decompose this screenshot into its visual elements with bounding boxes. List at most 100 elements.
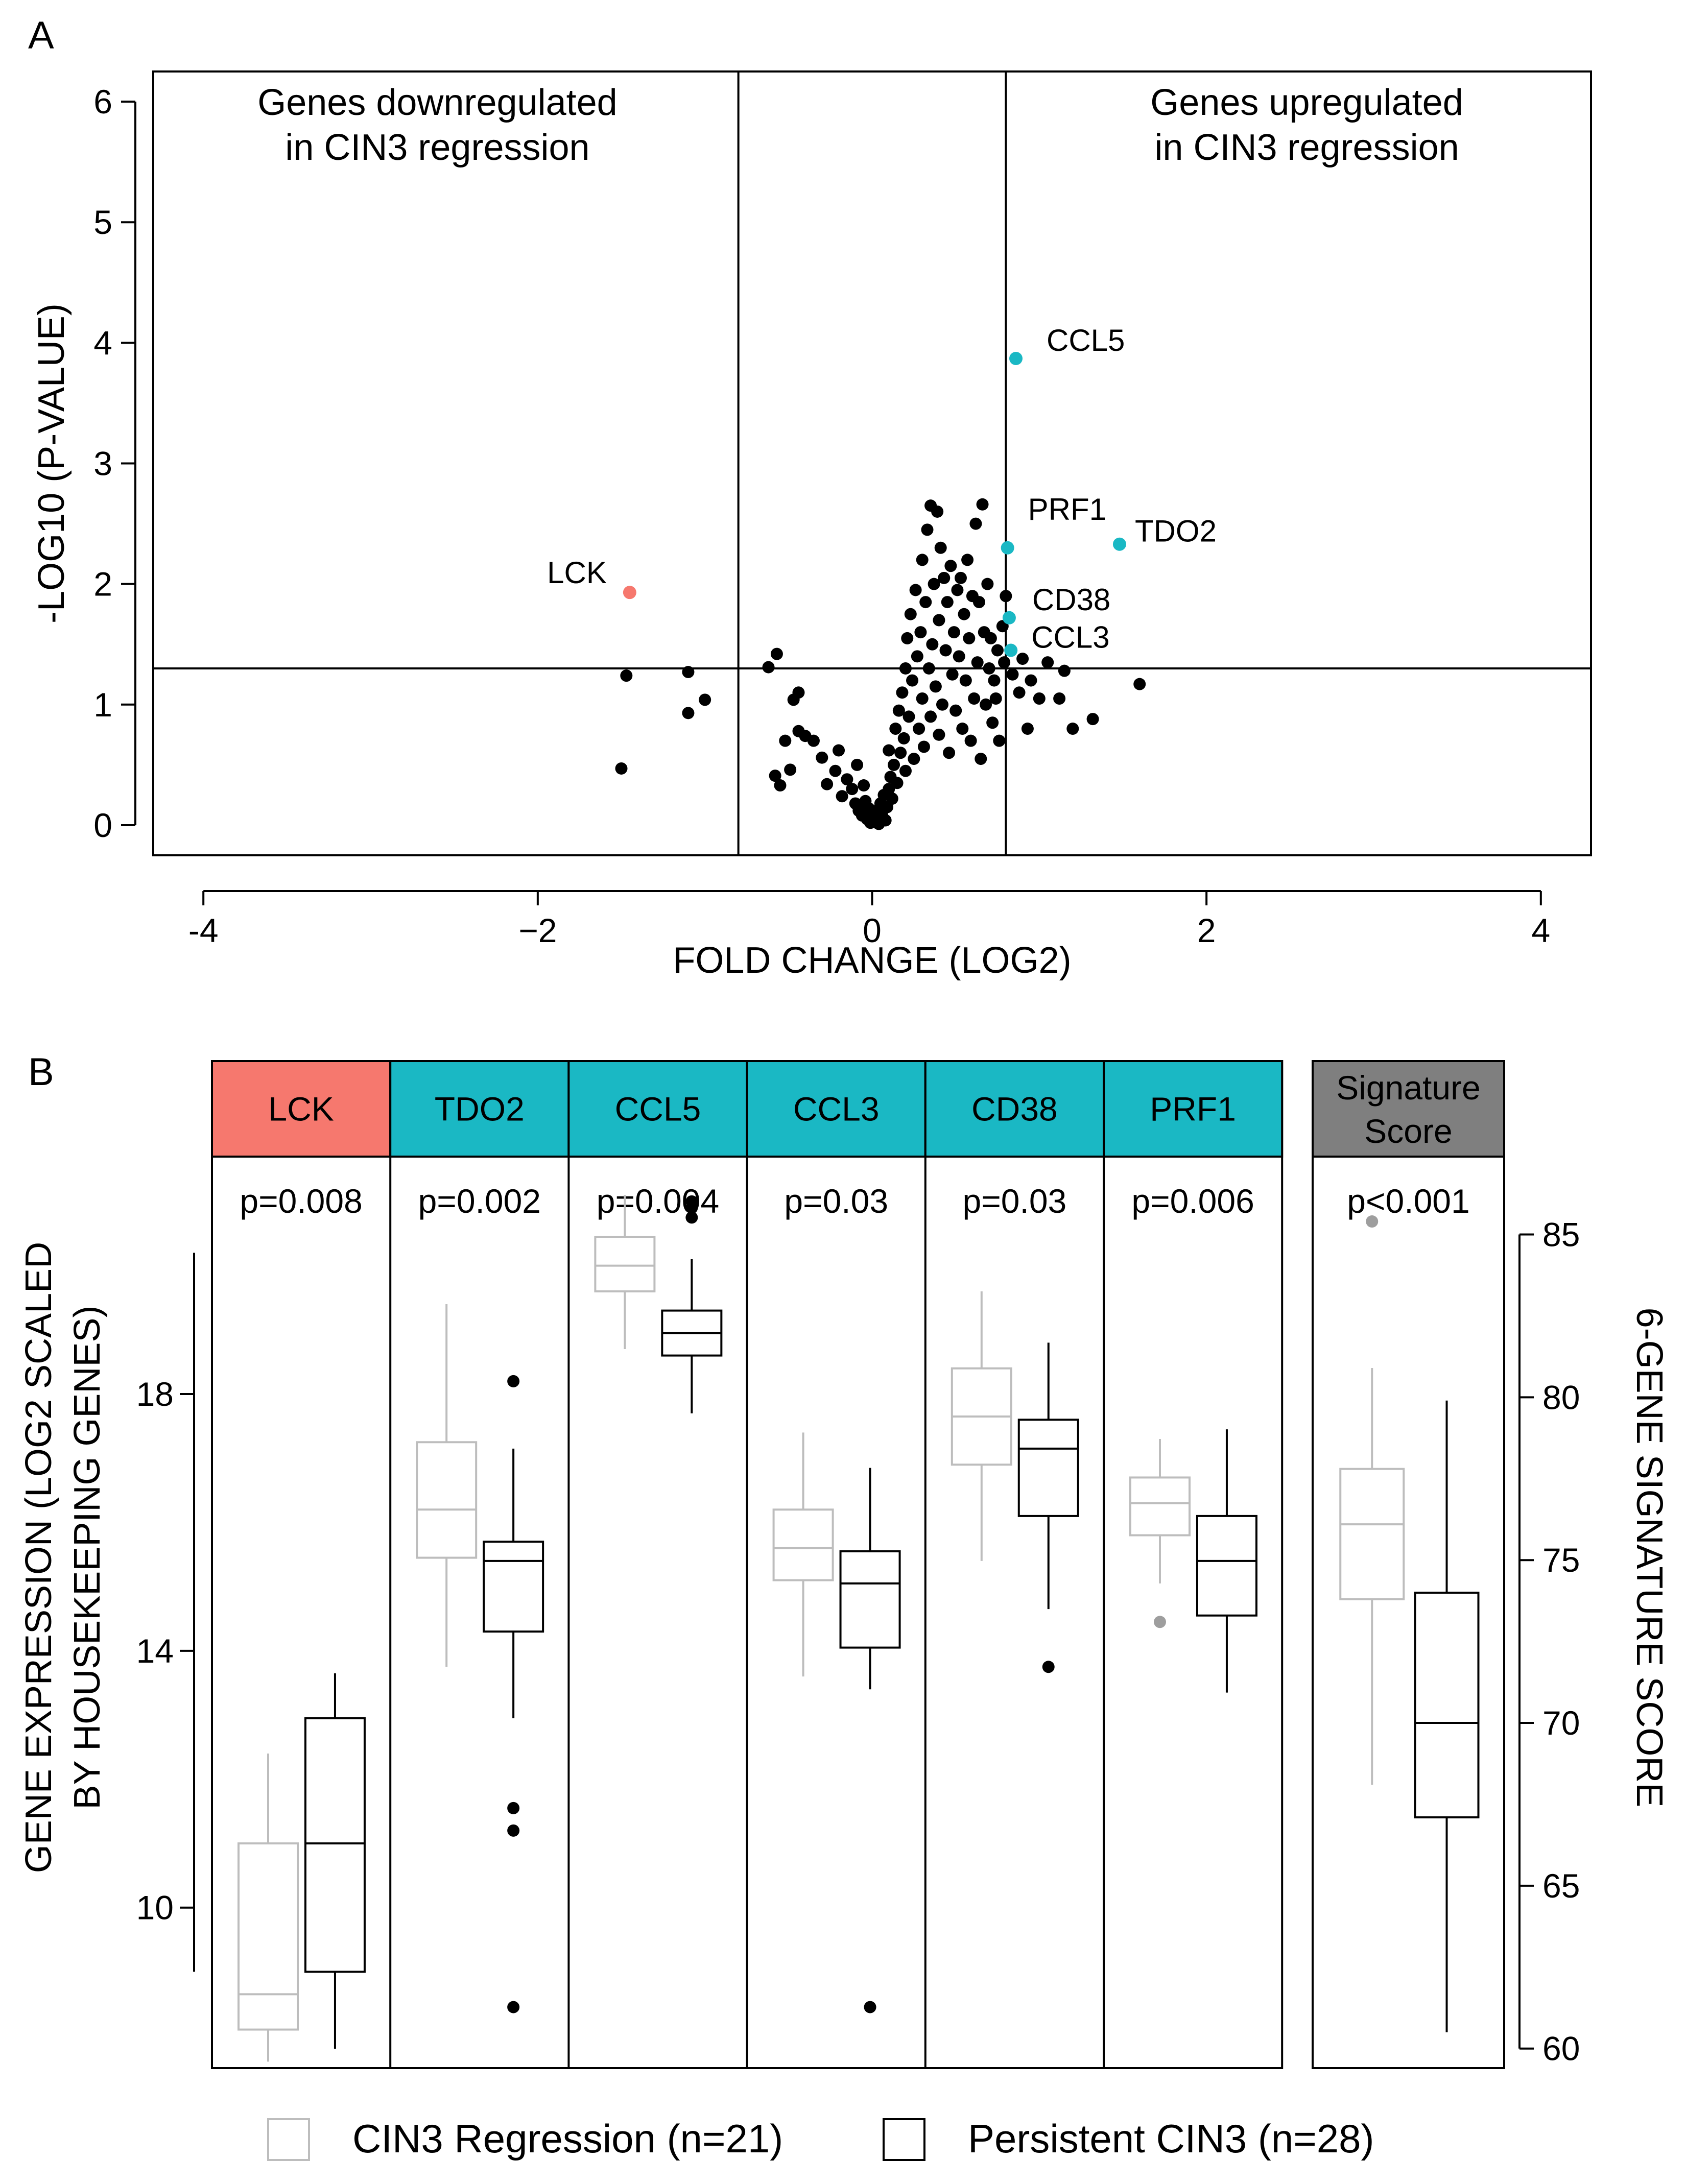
p-value-prf1: p=0.006 [1131, 1182, 1254, 1220]
data-point [934, 541, 947, 554]
data-point [916, 554, 929, 566]
data-point [954, 571, 967, 584]
p-value-signature: p<0.001 [1347, 1182, 1469, 1220]
data-point [904, 608, 917, 620]
y-tick-label: 2 [93, 565, 112, 603]
x-tick-label: −2 [518, 911, 557, 949]
data-point [897, 732, 910, 745]
b-y2-axis-title: 6-GENE SIGNATURE SCORE [1629, 1308, 1670, 1808]
b-y-tick-label: 10 [136, 1889, 174, 1927]
group-header-label-cd38: CD38 [971, 1090, 1058, 1128]
box-persistent-cd38-box [1017, 1419, 1079, 1517]
data-point [886, 793, 898, 805]
group-header-cd38 [924, 1060, 1105, 1158]
highlighted-point-cd38 [1002, 611, 1016, 625]
data-point [682, 707, 695, 719]
data-point [774, 779, 787, 792]
data-point [851, 758, 864, 771]
data-point [1016, 653, 1029, 665]
b-y2-tick-label: 70 [1542, 1704, 1580, 1742]
box-regression-prf1-box [1129, 1476, 1191, 1537]
x-tick-label: 2 [1197, 911, 1216, 949]
box-persistent-lck-box [304, 1717, 366, 1973]
highlighted-point-lck [623, 586, 636, 599]
data-point [903, 710, 915, 723]
box-persistent-tdo2-outlier [507, 1802, 520, 1814]
legend-swatch-0 [267, 2118, 310, 2161]
box-persistent-prf1-box [1196, 1515, 1257, 1617]
data-point [938, 571, 951, 584]
data-point [762, 661, 775, 674]
data-point [993, 734, 1006, 747]
data-point [1053, 692, 1066, 705]
data-point [991, 644, 1004, 657]
p-value-tdo2: p=0.002 [418, 1182, 541, 1220]
gene-label-ccl5: CCL5 [1047, 323, 1125, 357]
box-persistent-ccl5-outlier [685, 1211, 698, 1224]
data-point [943, 747, 956, 759]
data-point [888, 758, 900, 771]
data-point [972, 596, 985, 609]
data-point [931, 505, 944, 518]
data-point [894, 747, 907, 759]
group-header-lck [211, 1060, 392, 1158]
box-regression-prf1-outlier [1153, 1616, 1166, 1628]
data-point [921, 523, 934, 536]
data-point [1041, 656, 1054, 669]
data-point [779, 734, 792, 747]
b-y2-tick-label: 75 [1542, 1541, 1580, 1579]
data-point [615, 762, 628, 775]
b-y2-tick-label: 80 [1542, 1378, 1580, 1416]
data-point [1033, 692, 1046, 705]
data-point [968, 692, 981, 705]
gene-label-lck: LCK [547, 556, 607, 590]
y-tick-label: 0 [93, 806, 112, 844]
p-value-cd38: p=0.03 [963, 1182, 1067, 1220]
data-point [958, 608, 970, 620]
data-point [916, 692, 929, 705]
data-point [919, 596, 932, 609]
data-point [922, 662, 935, 675]
data-point [1058, 664, 1071, 677]
group-header-label-tdo2: TDO2 [435, 1090, 525, 1128]
region-annotation-top-right: in CIN3 regression [1154, 127, 1459, 168]
data-point [883, 744, 895, 757]
data-point [770, 647, 783, 660]
data-point [946, 668, 959, 681]
signature-header-label: Signature [1336, 1069, 1481, 1107]
data-point [984, 632, 997, 644]
data-point [989, 692, 1002, 705]
data-point [941, 596, 954, 609]
data-point [1025, 674, 1037, 687]
data-point [975, 753, 987, 765]
data-point [1013, 686, 1026, 699]
data-point [924, 710, 937, 723]
box-persistent-ccl3-outlier [864, 2001, 876, 2013]
data-point [988, 674, 1001, 687]
b-y-tick-label: 18 [136, 1375, 174, 1413]
data-point [951, 584, 964, 596]
data-point [1021, 723, 1034, 735]
p-value-lck: p=0.008 [240, 1182, 362, 1220]
b-y-axis-title: GENE EXPRESSION (LOG2 SCALED [18, 1242, 59, 1873]
y-tick-label: 6 [93, 83, 112, 121]
data-point [682, 666, 695, 679]
data-point [936, 698, 948, 711]
gene-label-cd38: CD38 [1032, 583, 1110, 617]
data-point [961, 554, 974, 566]
data-point [971, 656, 984, 669]
data-point [911, 650, 923, 663]
data-point [699, 693, 711, 706]
box-persistent-tdo2-outlier [507, 2001, 520, 2013]
b-y-tick-label: 14 [136, 1632, 174, 1670]
signature-header-label: Score [1364, 1112, 1452, 1150]
group-header-ccl5 [567, 1060, 748, 1158]
box-persistent-tdo2-outlier [507, 1824, 520, 1837]
legend-label-1: Persistent CIN3 (n=28) [968, 2116, 1374, 2161]
data-point [792, 686, 805, 699]
box-regression-signature-outlier [1366, 1215, 1379, 1228]
data-point [879, 814, 892, 827]
x-axis-title: FOLD CHANGE (LOG2) [673, 940, 1071, 981]
b-y-axis-title: BY HOUSEKEEPING GENES) [67, 1306, 108, 1810]
